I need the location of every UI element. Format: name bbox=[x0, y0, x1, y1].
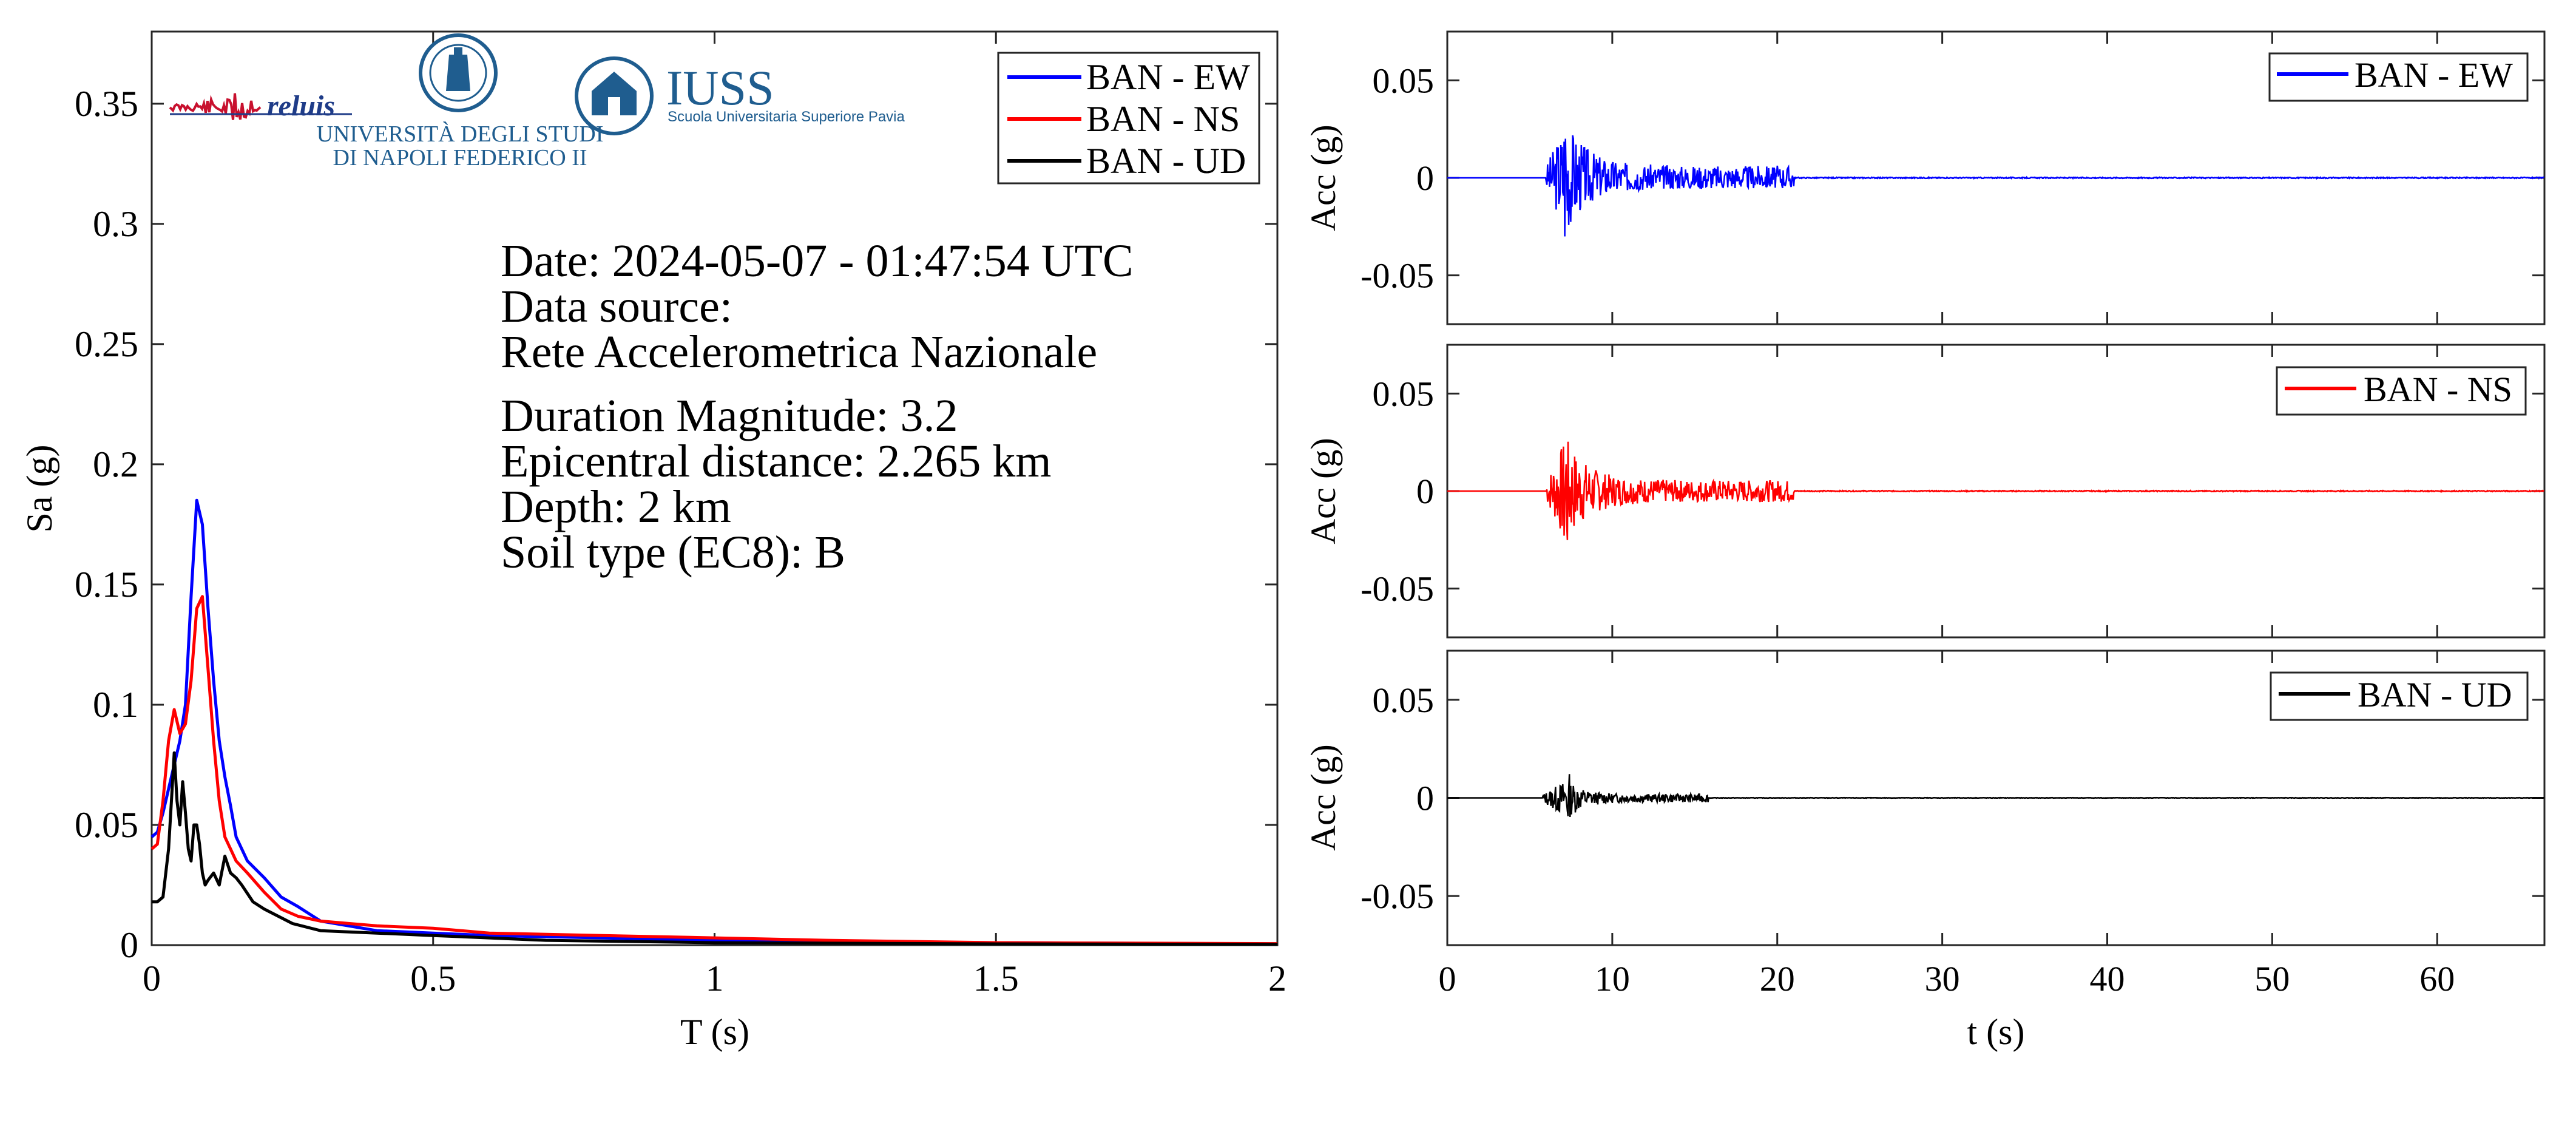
accelerogram-panel-ud: -0.05 0 0.05 0 10 20 30 40 50 60 Acc (g) BAN - UD… bbox=[1303, 649, 2546, 1052]
panel-ew-legend-box bbox=[2268, 52, 2529, 102]
panel-ns-trace bbox=[1447, 441, 2544, 540]
spectra-x-tick-label-0: 0 bbox=[143, 958, 161, 999]
spectra-y-tick-label-0: 0 bbox=[120, 925, 138, 965]
panel-2-y-tick-label-0: 0 bbox=[1416, 472, 1434, 511]
iuss-logo: IUSS Scuola Universitaria Superiore Pavi… bbox=[575, 56, 905, 135]
info-magnitude: Duration Magnitude: 3.2 bbox=[501, 390, 958, 441]
panel-ns-y-label: Acc (g) bbox=[1303, 438, 1343, 544]
panel-2-y-tick-label-0-05: 0.05 bbox=[1373, 374, 1435, 413]
legend-ew-label: BAN - EW bbox=[1086, 57, 1250, 97]
panel-ud-x-label: t (s) bbox=[1967, 1012, 2025, 1052]
spectra-legend: BAN - EW BAN - NS BAN - UD bbox=[997, 52, 1260, 185]
info-depth: Depth: 2 km bbox=[501, 481, 731, 532]
spectra-x-tick-label-2: 2 bbox=[1268, 958, 1286, 999]
panel-3-x-tick-label-0: 0 bbox=[1439, 959, 1456, 999]
panel-ns-legend-box bbox=[2276, 366, 2527, 416]
unina-seal-inner bbox=[429, 44, 487, 102]
info-source: Rete Accelerometrica Nazionale bbox=[501, 327, 1097, 378]
info-distance: Epicentral distance: 2.265 km bbox=[501, 436, 1052, 487]
spectra-y-ticks: 0 0.05 0.1 0.15 0.2 0.25 0.3 0.35 bbox=[75, 84, 1277, 965]
legend-ud-label: BAN - UD bbox=[1086, 141, 1246, 181]
unina-line1: UNIVERSITÀ DEGLI STUDI bbox=[317, 121, 604, 147]
panel-ud-legend-box bbox=[2270, 671, 2529, 721]
spectra-y-tick-label-0-05: 0.05 bbox=[75, 805, 138, 845]
spectra-x-ticks: 0 0.5 1 1.5 2 bbox=[143, 32, 1286, 999]
panel-3-y-tick-label-0: 0 bbox=[1416, 779, 1434, 818]
panel-1-y-tick-label-0-05: 0.05 bbox=[1373, 61, 1435, 100]
spectra-line-ban-ud bbox=[152, 751, 1278, 946]
spectra-y-tick-label-0-1: 0.1 bbox=[93, 685, 138, 725]
spectra-x-tick-label-1-5: 1.5 bbox=[973, 958, 1019, 999]
spectra-y-axis-label: Sa (g) bbox=[19, 445, 59, 533]
panel-ud-ticks: -0.05 0 0.05 0 10 20 30 40 50 60 bbox=[1361, 651, 2544, 999]
panel-ew-legend-label: BAN - EW bbox=[2355, 55, 2513, 95]
panel-3-x-tick-label-60: 60 bbox=[2419, 959, 2455, 999]
unina-seal-icon bbox=[419, 33, 498, 112]
iuss-seal-icon bbox=[575, 56, 654, 135]
legend-ns-label: BAN - NS bbox=[1086, 99, 1240, 139]
info-date: Date: 2024-05-07 - 01:47:54 UTC bbox=[501, 236, 1134, 287]
reluis-waveform-icon bbox=[169, 93, 262, 120]
panel-ew-y-label: Acc (g) bbox=[1303, 124, 1343, 231]
reluis-logo-text: reluis bbox=[267, 90, 335, 122]
panel-3-y-tick-label-0-05: 0.05 bbox=[1373, 680, 1435, 720]
iuss-building-icon bbox=[592, 72, 637, 115]
panel-1-y-tick-label-0: 0 bbox=[1416, 158, 1434, 198]
spectra-y-tick-label-0-35: 0.35 bbox=[75, 84, 138, 124]
panel-ud-y-label: Acc (g) bbox=[1303, 744, 1343, 851]
panel-ns-ticks: -0.05 0 0.05 bbox=[1361, 345, 2544, 637]
panel-ud-legend-label: BAN - UD bbox=[2358, 675, 2512, 714]
spectra-y-tick-label-0-3: 0.3 bbox=[93, 204, 138, 244]
iuss-building-door bbox=[608, 97, 620, 115]
spectra-line-ban-ew bbox=[150, 498, 1278, 946]
accelerogram-panels: -0.05 0 0.05 Acc (g) BAN - EW -0.05 0 0.05 A… bbox=[1303, 30, 2546, 1052]
unina-line2: DI NAPOLI FEDERICO II bbox=[333, 145, 587, 171]
spectra-series-lines bbox=[150, 498, 1278, 946]
spectra-x-tick-label-0-5: 0.5 bbox=[410, 958, 456, 999]
panel-ud-trace bbox=[1447, 774, 2544, 818]
panel-ew-trace bbox=[1447, 135, 2545, 237]
panel-3-x-tick-label-40: 40 bbox=[2090, 959, 2125, 999]
iuss-subtitle: Scuola Universitaria Superiore Pavia bbox=[668, 109, 905, 125]
info-source-label: Data source: bbox=[501, 281, 732, 332]
panel-1-y-tick-label--0-05: -0.05 bbox=[1361, 256, 1434, 296]
unina-seal-figure bbox=[446, 47, 470, 91]
panel-ns-legend-label: BAN - NS bbox=[2364, 370, 2512, 409]
spectra-y-tick-label-0-2: 0.2 bbox=[93, 444, 138, 484]
panel-3-x-tick-label-50: 50 bbox=[2254, 959, 2290, 999]
spectra-y-tick-label-0-25: 0.25 bbox=[75, 324, 138, 364]
reluis-logo: reluis bbox=[169, 90, 352, 122]
info-soil: Soil type (EC8): B bbox=[501, 527, 845, 578]
spectra-line-ban-ns bbox=[150, 595, 1278, 946]
panel-2-y-tick-label--0-05: -0.05 bbox=[1361, 569, 1434, 609]
panel-3-x-tick-label-20: 20 bbox=[1760, 959, 1795, 999]
spectra-chart: 0 0.05 0.1 0.15 0.2 0.25 0.3 0.35 0 0.5 1 1.5 2 T (… bbox=[19, 30, 1286, 1052]
unina-logo: UNIVERSITÀ DEGLI STUDI DI NAPOLI FEDERIC… bbox=[317, 33, 604, 171]
panel-3-y-tick-label--0-05: -0.05 bbox=[1361, 877, 1434, 916]
panel-3-x-tick-label-10: 10 bbox=[1595, 959, 1630, 999]
iuss-title: IUSS bbox=[666, 60, 774, 115]
spectra-x-tick-label-1: 1 bbox=[706, 958, 724, 999]
spectra-y-tick-label-0-15: 0.15 bbox=[75, 565, 138, 605]
accelerogram-panel-ew: -0.05 0 0.05 Acc (g) BAN - EW bbox=[1303, 30, 2546, 325]
event-info: Date: 2024-05-07 - 01:47:54 UTC Data sou… bbox=[501, 236, 1134, 578]
panel-3-x-tick-label-30: 30 bbox=[1925, 959, 1960, 999]
accelerogram-panel-ns: -0.05 0 0.05 Acc (g) BAN - NS bbox=[1303, 344, 2546, 639]
spectra-x-axis-label: T (s) bbox=[680, 1012, 749, 1052]
